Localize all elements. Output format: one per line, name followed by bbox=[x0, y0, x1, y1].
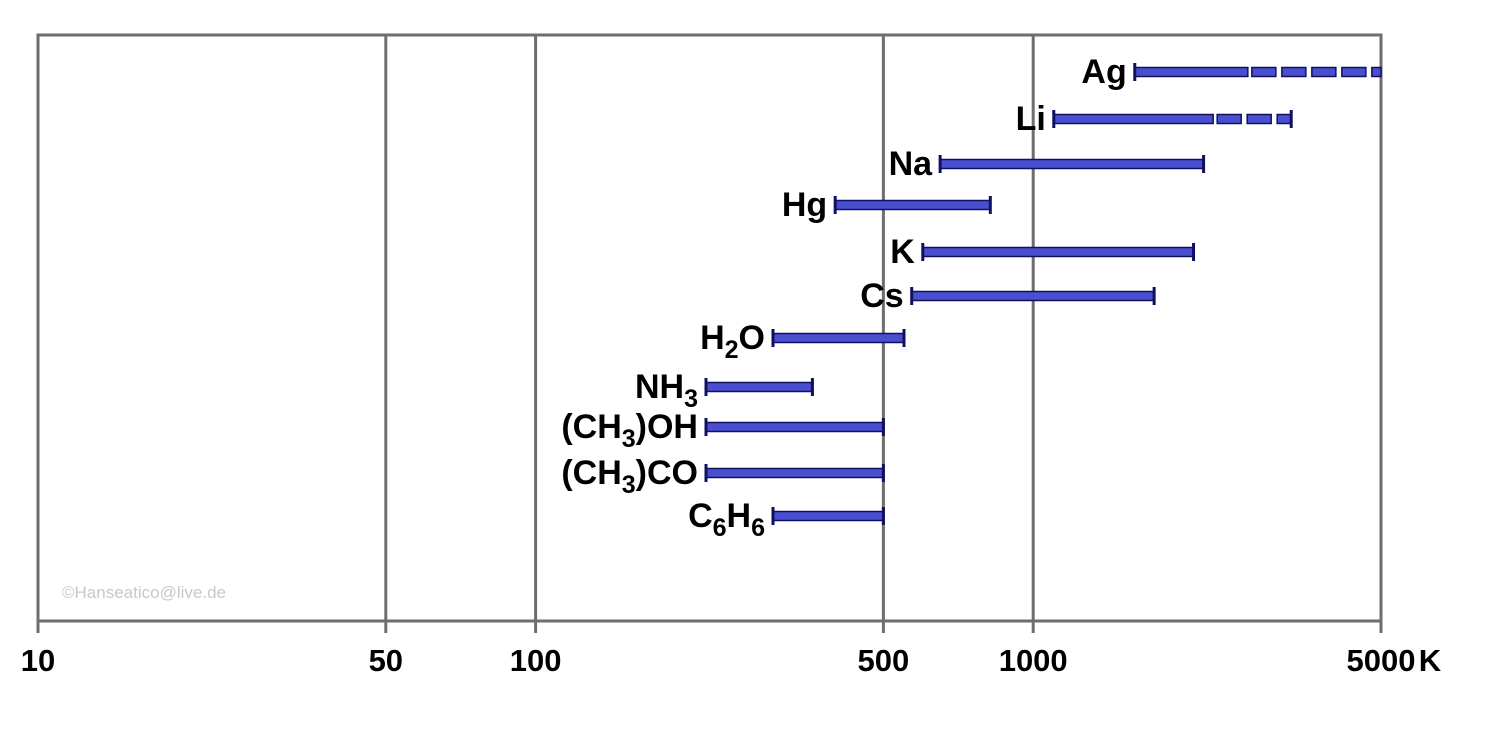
row-label-c6h6: C6H6 bbox=[688, 497, 765, 542]
bar-li-dash-2 bbox=[1276, 113, 1292, 125]
gridlines bbox=[384, 35, 1035, 621]
row-label-hg: Hg bbox=[782, 186, 827, 224]
bar-c6h6 bbox=[772, 510, 885, 522]
x-tick-label-1000: 1000 bbox=[999, 643, 1068, 678]
bars bbox=[704, 63, 1382, 525]
x-axis: 10 50 100 500 1000 5000 K bbox=[21, 621, 1442, 678]
row-label-ag: Ag bbox=[1081, 53, 1126, 91]
bar-ag bbox=[1134, 66, 1249, 78]
x-tick-label-10: 10 bbox=[21, 643, 55, 678]
bar-ag-dash-0 bbox=[1251, 66, 1277, 78]
x-tick-label-100: 100 bbox=[510, 643, 562, 678]
row-label-nh3: NH3 bbox=[635, 368, 698, 413]
bar-li bbox=[1053, 113, 1214, 125]
x-tick-label-500: 500 bbox=[858, 643, 910, 678]
row-label-li: Li bbox=[1016, 100, 1046, 138]
row-label-ch3oh: (CH3)OH bbox=[561, 408, 698, 453]
row-label-k: K bbox=[890, 233, 915, 271]
bar-ag-dash-1 bbox=[1281, 66, 1307, 78]
row-label-h2o: H2O bbox=[700, 319, 765, 364]
x-unit-label: K bbox=[1419, 643, 1442, 678]
bar-li-dash-0 bbox=[1216, 113, 1242, 125]
bar-ag-dash-3 bbox=[1341, 66, 1367, 78]
row-label-cs: Cs bbox=[860, 277, 903, 315]
row-label-na: Na bbox=[889, 145, 934, 183]
bar-hg bbox=[834, 199, 992, 211]
bar-h2o bbox=[772, 332, 905, 344]
bar-ag-dash-2 bbox=[1311, 66, 1337, 78]
x-tick-label-5000: 5000 bbox=[1347, 643, 1416, 678]
plot-frame bbox=[36, 33, 1383, 623]
x-tick-label-50: 50 bbox=[369, 643, 403, 678]
bar-nh3 bbox=[705, 381, 814, 393]
bar-na bbox=[939, 158, 1205, 170]
bar-ch3co bbox=[705, 467, 885, 479]
bar-li-dash-1 bbox=[1246, 113, 1272, 125]
row-label-ch3co: (CH3)CO bbox=[561, 454, 698, 499]
bar-k bbox=[922, 246, 1195, 258]
bar-ag-dash-4 bbox=[1371, 66, 1382, 78]
bar-ch3oh bbox=[705, 421, 885, 433]
watermark: ©Hanseatico@live.de bbox=[62, 583, 226, 602]
bar-cs bbox=[910, 290, 1155, 302]
